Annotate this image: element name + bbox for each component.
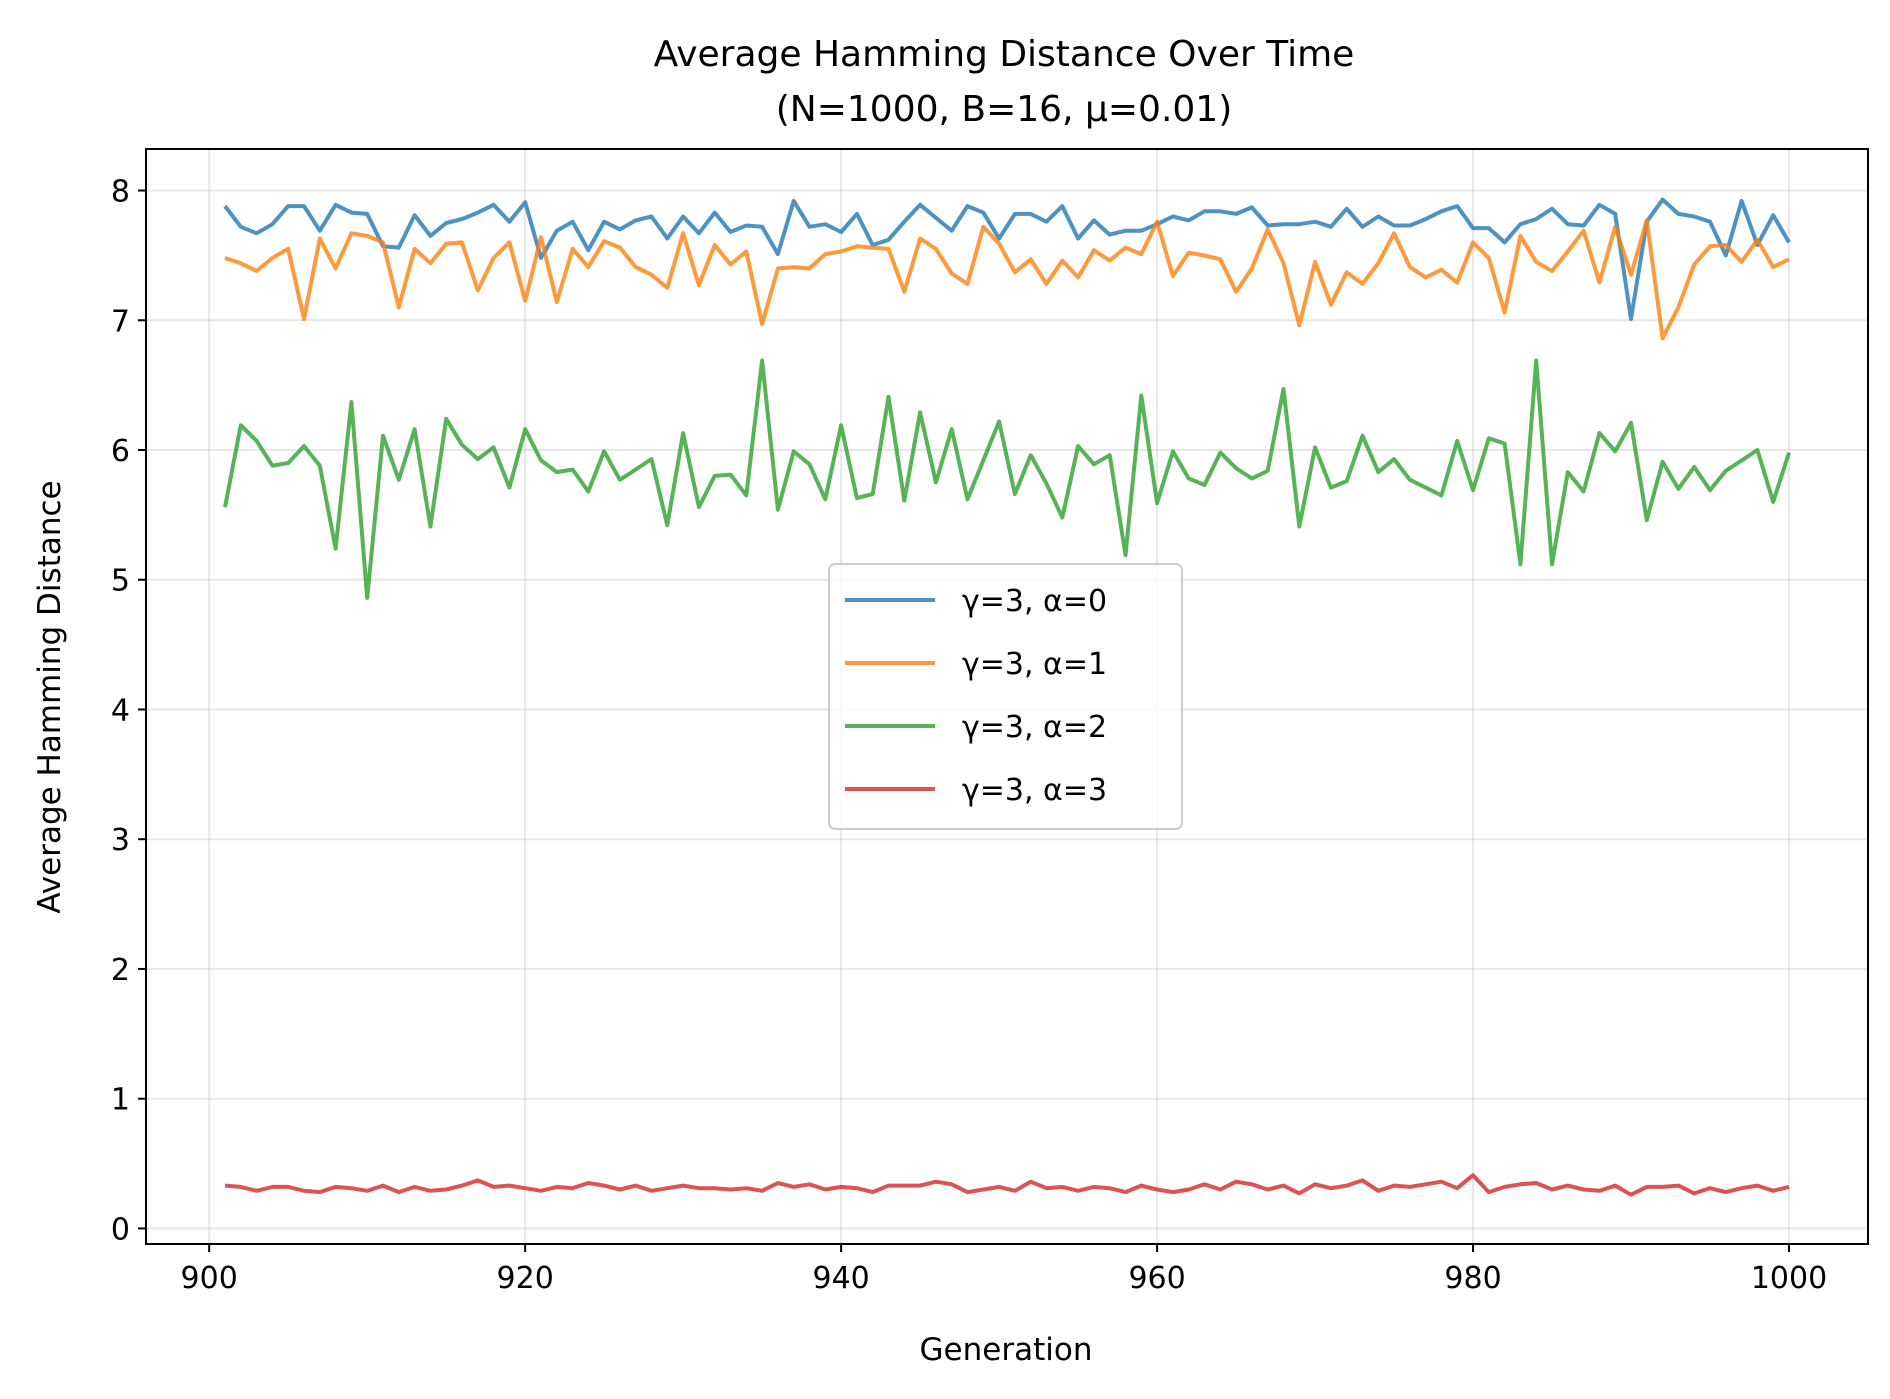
plot-frame xyxy=(145,148,1869,1245)
y-tick-label: 1 xyxy=(111,1083,130,1118)
y-tick-label: 3 xyxy=(111,823,130,858)
x-tick-label: 900 xyxy=(181,1261,238,1296)
y-axis-ticks: 0 1 2 3 4 5 6 7 8 xyxy=(111,175,146,1247)
legend: γ=3, α=0 γ=3, α=1 γ=3, α=2 γ=3, α=3 xyxy=(828,563,1183,830)
legend-label-0: γ=3, α=0 xyxy=(962,584,1107,619)
series-line-0 xyxy=(223,197,1791,321)
x-tick-label: 940 xyxy=(812,1261,869,1296)
x-tick-label: 980 xyxy=(1444,1261,1501,1296)
chart-subtitle: (N=1000, B=16, μ=0.01) xyxy=(776,89,1232,130)
y-tick-label: 4 xyxy=(111,693,130,728)
series-line-3 xyxy=(224,1173,1790,1197)
y-tick-label: 8 xyxy=(111,175,130,210)
series-line-1 xyxy=(224,218,1790,341)
legend-label-2: γ=3, α=2 xyxy=(962,710,1107,745)
y-tick-label: 2 xyxy=(111,953,130,988)
legend-box xyxy=(828,563,1183,830)
y-tick-label: 7 xyxy=(111,304,130,339)
y-tick-label: 5 xyxy=(111,564,130,599)
chart-title: Average Hamming Distance Over Time xyxy=(654,34,1355,75)
legend-label-1: γ=3, α=1 xyxy=(962,647,1107,682)
x-axis-label: Generation xyxy=(920,1332,1093,1368)
legend-label-3: γ=3, α=3 xyxy=(962,773,1107,808)
y-axis-label: Average Hamming Distance xyxy=(32,480,68,913)
y-tick-label: 6 xyxy=(111,434,130,469)
series-lines xyxy=(223,197,1791,1197)
x-axis-ticks: 900 920 940 960 980 1000 xyxy=(181,1244,1827,1296)
x-tick-label: 920 xyxy=(497,1261,554,1296)
y-tick-label: 0 xyxy=(111,1212,130,1247)
series-line-2 xyxy=(223,358,1791,600)
x-tick-label: 960 xyxy=(1128,1261,1185,1296)
x-tick-label: 1000 xyxy=(1751,1261,1827,1296)
